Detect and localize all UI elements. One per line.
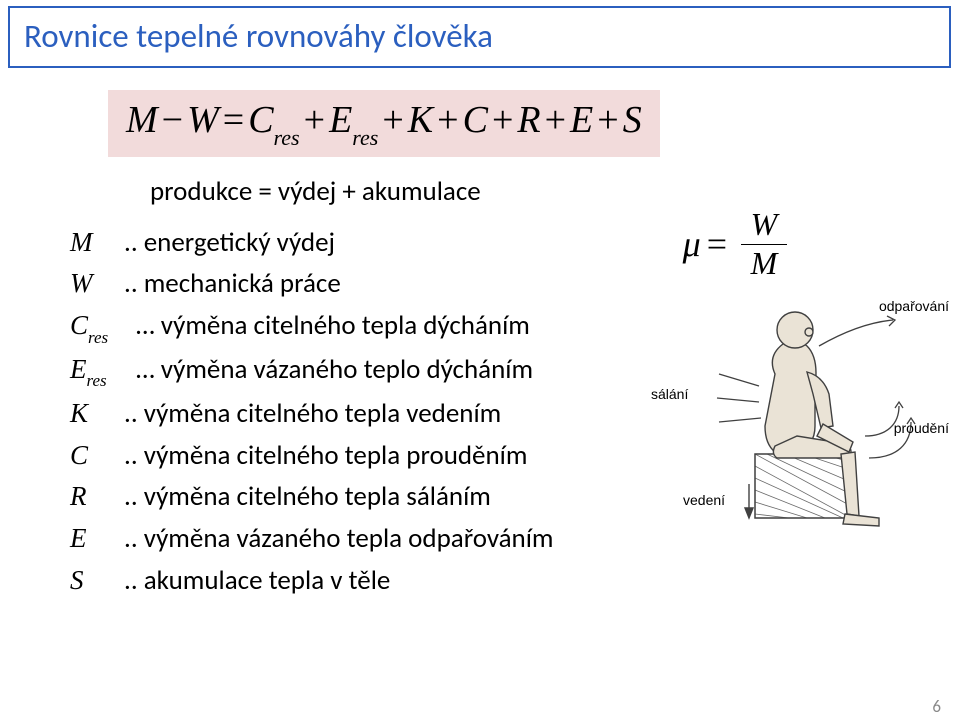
definition-symbol: E [70,518,124,560]
definition-symbol: W [70,263,124,305]
definition-text: .. výměna citelného tepla sáláním [124,476,491,518]
definition-symbol: C [70,435,124,477]
definition-text: .. mechanická práce [124,263,341,305]
definition-symbol: K [70,393,124,435]
fraction-denominator: M [751,247,778,281]
equation-box: M−W=Cres+Eres+K+C+R+E+S [108,90,660,157]
definition-text: .. energetický výdej [124,222,335,264]
definition-symbol: Cres [70,305,136,349]
definition-row: S.. akumulace tepla v těle [70,560,959,602]
heat-transfer-figure: odpařování sálání proudění vedení [647,286,947,546]
equals-sign: = [701,223,733,265]
figure-label-conduction: vedení [683,492,725,508]
definition-text: .. akumulace tepla v těle [124,560,390,602]
equation-subtitle: produkce = výdej + akumulace [150,175,959,208]
definition-text: .. výměna citelného tepla prouděním [124,435,527,477]
definition-symbol: R [70,476,124,518]
efficiency-equation: μ = W M [683,208,787,280]
definition-text: … výměna citelného tepla dýcháním [136,305,530,347]
slide-title: Rovnice tepelné rovnováhy člověka [24,16,493,56]
figure-label-evaporation: odpařování [879,298,949,314]
definition-symbol: M [70,222,124,264]
figure-label-radiation: sálání [651,386,688,402]
definition-row: M.. energetický výdej [70,222,959,264]
mu-symbol: μ [683,223,701,265]
figure-label-convection: proudění [894,420,949,436]
definition-text: .. výměna vázaného tepla odpařováním [124,518,554,560]
title-box: Rovnice tepelné rovnováhy člověka [8,6,951,68]
fraction: W M [741,208,787,280]
definition-symbol: Eres [70,349,136,393]
fraction-numerator: W [751,208,778,242]
definition-text: .. výměna citelného tepla vedením [124,393,501,435]
definition-text: … výměna vázaného teplo dýcháním [136,349,533,391]
page-number: 6 [932,696,941,717]
definition-symbol: S [70,560,124,602]
heat-balance-equation: M−W=Cres+Eres+K+C+R+E+S [126,99,642,141]
